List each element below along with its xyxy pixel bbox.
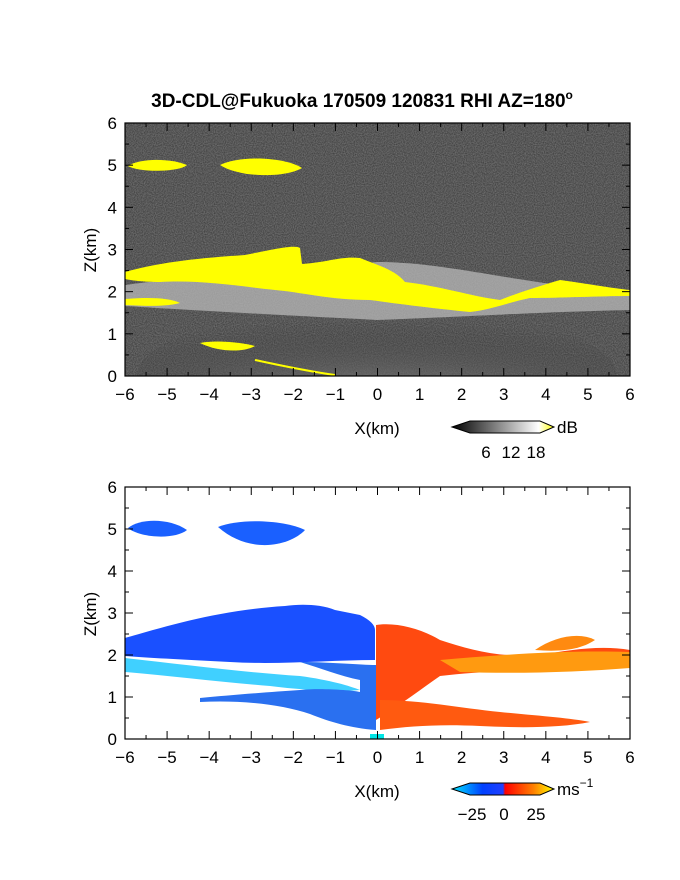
velocity-east-patch [535,635,595,651]
intensity-x-axis-label: X(km) [354,419,399,438]
intensity-x-tick-label: −4 [199,385,218,404]
intensity-colorbar-tick: 12 [502,443,521,462]
intensity-x-tick-label: 1 [415,385,424,404]
velocity-colorbar: ms−1 −25 0 25 [450,776,594,824]
velocity-y-tick-label: 0 [108,730,117,749]
velocity-y-tick-label: 6 [108,478,117,497]
velocity-y-tick-label: 2 [108,646,117,665]
velocity-x-tick-label: −6 [115,748,134,767]
velocity-x-tick-label: −3 [242,748,261,767]
intensity-y-tick-label: 0 [108,367,117,386]
intensity-x-tick-label: 4 [541,385,550,404]
upper-layer-mid-yellow [220,158,302,176]
velocity-axes: −6 −5 −4 −3 −2 −1 0 1 2 3 4 5 6 0 1 2 3 4 5 6 [108,478,635,767]
intensity-y-tick-label: 3 [108,241,117,260]
velocity-x-tick-label: −1 [326,748,345,767]
main-layer-lower-yellow [125,298,180,306]
velocity-east-layer-far [440,651,630,673]
intensity-y-tick-label: 4 [108,198,117,217]
intensity-x-tick-label: 0 [373,385,382,404]
velocity-x-tick-label: −4 [199,748,218,767]
velocity-west-layer-low [125,658,360,691]
velocity-colorbar-tick: −25 [458,805,487,824]
intensity-x-tick-label: −5 [157,385,176,404]
velocity-x-tick-label: 1 [415,748,424,767]
intensity-y-tick-label: 2 [108,283,117,302]
ground-edge-yellow [254,359,336,376]
velocity-colorbar-bar [450,782,556,796]
intensity-x-tick-label: −3 [242,385,261,404]
velocity-x-axis-label: X(km) [354,782,399,801]
velocity-colorbar-tick: 0 [499,805,508,824]
intensity-y-tick-label: 5 [108,156,117,175]
velocity-x-tick-label: 6 [625,748,634,767]
low-layer-yellow [200,341,255,351]
intensity-x-tick-label: 3 [499,385,508,404]
main-layer-yellow [125,246,630,312]
upper-layer-west-yellow [128,159,187,171]
velocity-x-tick-label: 4 [541,748,550,767]
intensity-x-tick-label: 2 [457,385,466,404]
velocity-panel: −6 −5 −4 −3 −2 −1 0 1 2 3 4 5 6 0 1 2 3 4 5 6 X(km) Z(km) m… [81,478,635,824]
intensity-x-tick-label: −1 [326,385,345,404]
velocity-east-lower [380,700,590,730]
intensity-colorbar-unit: dB [557,418,578,437]
velocity-x-tick-label: −5 [157,748,176,767]
intensity-x-tick-label: −6 [115,385,134,404]
velocity-x-tick-label: 3 [499,748,508,767]
intensity-x-tick-label: 6 [625,385,634,404]
velocity-upper-layer-west [128,520,187,537]
velocity-colorbar-tick: 25 [527,805,546,824]
velocity-x-tick-label: 5 [583,748,592,767]
velocity-east-layer [376,624,630,720]
intensity-colorbar-bar [450,420,556,434]
velocity-x-tick-label: 0 [373,748,382,767]
chart-title: 3D-CDL@Fukuoka 170509 120831 RHI AZ=180o [151,88,573,112]
intensity-axes: −6 −5 −4 −3 −2 −1 0 1 2 3 4 5 6 0 1 2 3 4 5 6 [108,114,635,404]
intensity-x-tick-label: 5 [583,385,592,404]
intensity-colorbar-tick: 18 [527,443,546,462]
velocity-y-tick-label: 5 [108,520,117,539]
velocity-colorbar-unit: ms−1 [557,776,594,799]
near-ground-return [137,306,617,376]
intensity-colorbar-tick: 6 [481,443,490,462]
velocity-west-layer-top [125,604,375,663]
velocity-upper-layer-mid [218,521,305,546]
intensity-y-tick-label: 1 [108,325,117,344]
velocity-y-tick-label: 4 [108,562,117,581]
velocity-west-lower [200,662,376,730]
intensity-y-axis-label: Z(km) [81,228,100,272]
velocity-y-tick-label: 3 [108,604,117,623]
intensity-x-tick-label: −2 [284,385,303,404]
velocity-x-tick-label: 2 [457,748,466,767]
velocity-y-axis-label: Z(km) [81,592,100,636]
velocity-y-tick-label: 1 [108,688,117,707]
intensity-y-tick-label: 6 [108,114,117,133]
intensity-colorbar: dB 6 12 18 [450,418,578,462]
velocity-x-tick-label: −2 [284,748,303,767]
